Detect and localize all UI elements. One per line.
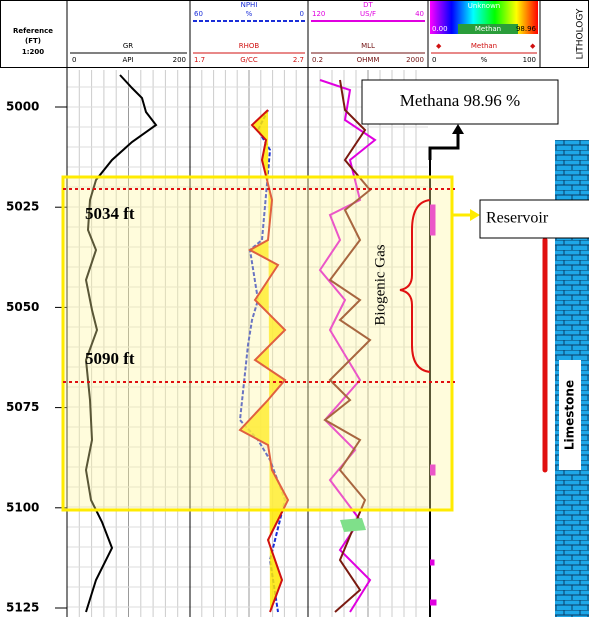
gas-curve [430,204,437,606]
arrow-head [470,209,480,221]
arrow [428,132,460,160]
label: US/F [360,10,376,18]
depth-label: 5125 [6,601,39,615]
label: 0.2 [312,56,323,64]
header-text: Reference (FT) 1:200 GR 0 API 200 NPHI 6… [13,1,586,64]
label: % [246,10,253,18]
brace [399,199,431,373]
depth-label: 5075 [6,400,39,414]
label: G/CC [240,56,258,64]
label: 0.00 [432,25,448,33]
label: 1.7 [194,56,205,64]
label: 60 [194,10,203,18]
gr-curve [84,74,158,613]
label: MLL [361,42,375,50]
arrow-head [452,124,464,134]
label: Methan [471,42,497,50]
reservoir-zone [61,175,454,512]
label: 0 [432,56,436,64]
mll-curve [323,79,372,613]
annotation: Biogenic Gas [372,244,388,325]
depth-label: 5000 [6,100,39,114]
annotation: 5090 ft [85,349,135,368]
annotation: Methana 98.96 % [400,91,520,110]
label: 2.7 [293,56,304,64]
label: RHOB [239,42,260,50]
label: 0 [300,10,304,18]
depth-label: 5050 [6,300,39,314]
depth-label: 5100 [6,500,39,514]
label: Reference [13,27,53,35]
label: 2000 [406,56,424,64]
label: Methan [475,25,501,33]
label: 98.96 [516,25,537,33]
label: OHMM [357,56,380,64]
annotation: 5034 ft [85,204,135,223]
label: (FT) [25,37,41,45]
label: Limestone [563,380,577,450]
label: LITHOLOGY [576,8,586,59]
depth-label: 5025 [6,200,39,214]
annotation: Reservoir [486,210,549,227]
marker: ◆ [530,42,536,50]
marker: ◆ [436,42,442,50]
label: API [122,56,133,64]
label: GR [123,42,133,50]
label: 100 [523,56,536,64]
label: Unknown [468,2,501,10]
label-bg [559,360,581,470]
label: NPHI [241,1,258,9]
label: % [481,56,488,64]
label: 200 [173,56,186,64]
label: 1:200 [22,48,44,56]
rhob-curve [238,109,290,613]
methane-box [361,79,559,125]
label: 120 [312,10,325,18]
legend-swatch [458,24,518,34]
reservoir-box [479,199,589,239]
label: 40 [415,10,424,18]
gas-flag [340,518,366,532]
label: DT [363,1,373,9]
label: 0 [72,56,76,64]
